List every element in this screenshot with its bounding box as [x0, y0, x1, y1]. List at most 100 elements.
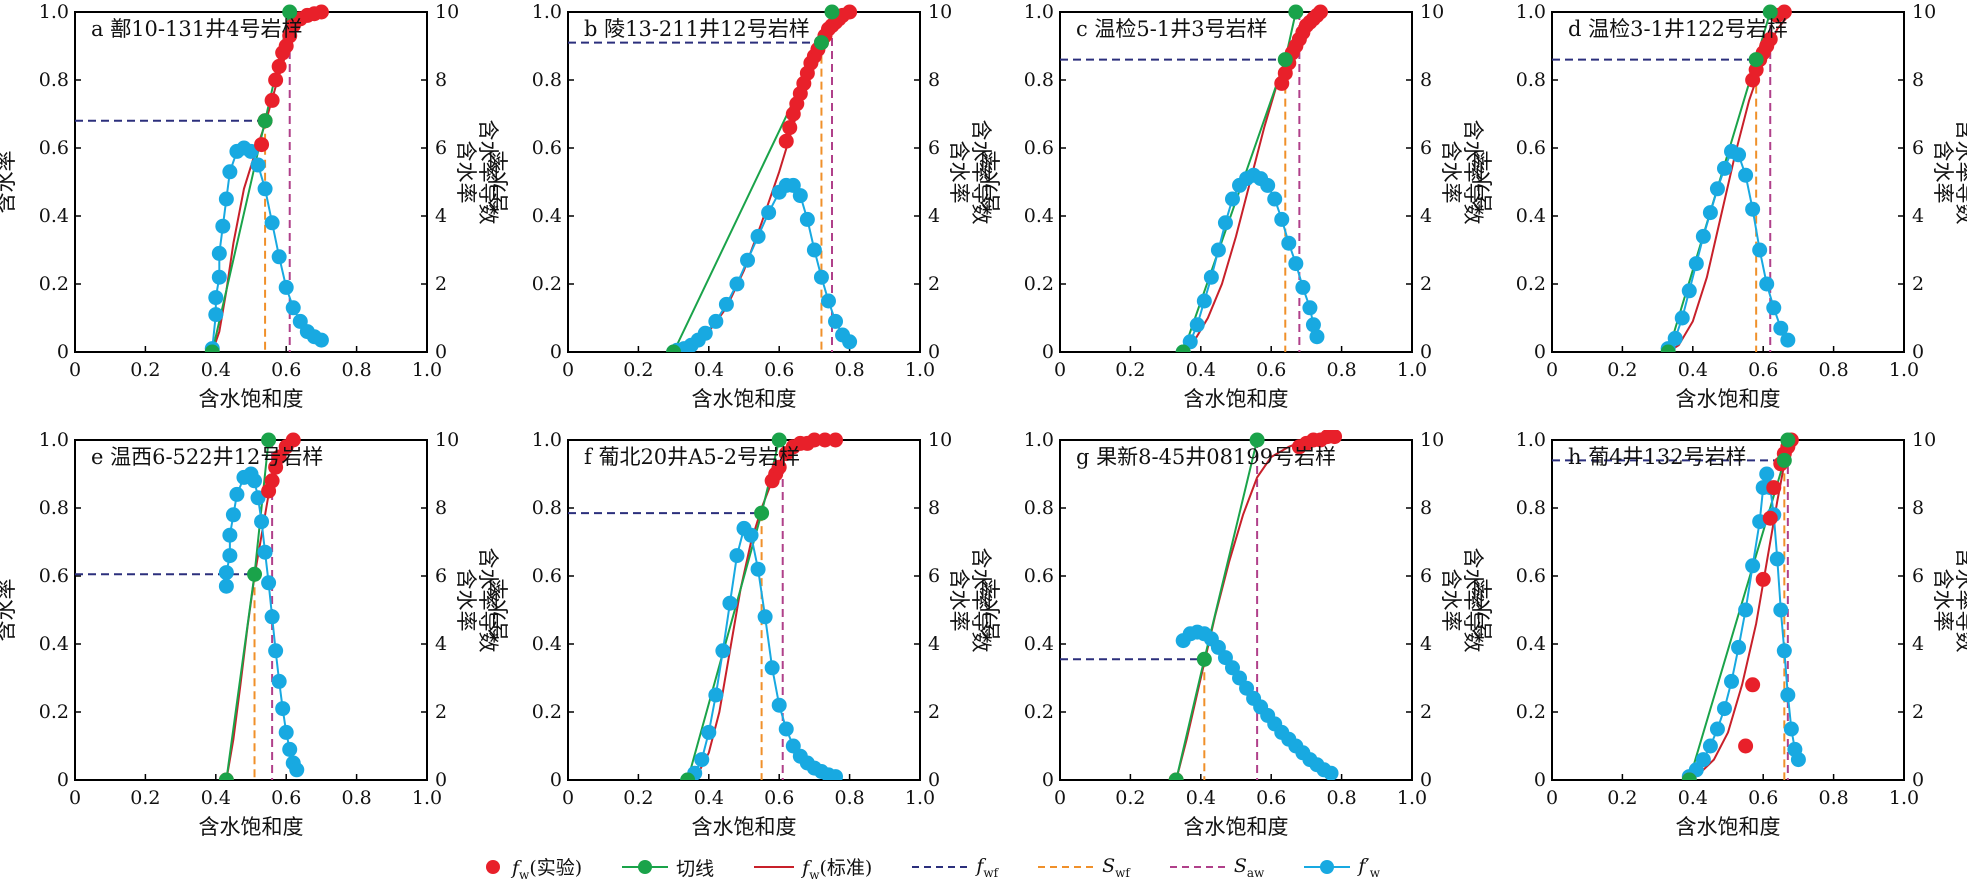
panel-d-derivative-point — [1716, 160, 1732, 176]
panel-a-y2tick-label: 6 — [435, 137, 447, 159]
panel-f-derivative-point — [828, 769, 844, 780]
panel-h-title: h 葡4井132号岩样 — [1568, 445, 1747, 469]
panel-f-y2tick-label: 0 — [928, 769, 940, 791]
panel-d-derivative-point — [1681, 283, 1697, 299]
panel-h-ytick-label: 0.2 — [1516, 701, 1546, 723]
panel-d-y2tick-label: 10 — [1912, 1, 1936, 23]
panel-a-title: a 鄯10-131井4号岩样 — [91, 17, 302, 41]
panel-g-y2tick-label: 2 — [1420, 701, 1432, 723]
panel-a-xtick-label: 0.4 — [201, 359, 231, 381]
panel-d-derivative-point — [1745, 201, 1761, 217]
panel-f-y2tick-label: 6 — [928, 565, 940, 587]
legend-exp-sub: w — [519, 867, 530, 882]
panel-h-derivative-point — [1695, 752, 1711, 768]
panel-f-derivative-point — [757, 609, 773, 625]
panel-b-xtick-label: 0 — [562, 359, 574, 381]
panel-d-ylabel-left: 含水率 — [1471, 151, 1495, 214]
panel-a-derivative-point — [313, 332, 329, 348]
panel-h-derivative-point — [1776, 643, 1792, 659]
panel-g: 0 0.2 0.4 0.6 0.8 1.000.20.40.60.81.00246810含… — [979, 429, 1485, 839]
panel-c-derivative-point — [1217, 215, 1233, 231]
panel-h-xlabel: 含水饱和度 — [1676, 815, 1781, 839]
panel-f: 0 0.2 0.4 0.6 0.8 1.000.20.40.60.81.00246810含… — [487, 429, 993, 839]
panel-h-y2tick-label: 4 — [1912, 633, 1924, 655]
panel-f-derivative-point — [764, 660, 780, 676]
panel-a-tangent-point — [204, 344, 220, 352]
panel-a-ytick-label: 0.2 — [39, 273, 69, 295]
panel-c-title: c 温检5-1井3号岩样 — [1076, 17, 1268, 41]
panel-e-ylabel-left: 含水率 — [0, 579, 18, 642]
panel-e-xtick-label: 0.8 — [341, 787, 371, 809]
panel-b-derivative-point — [820, 293, 836, 309]
panel-f-derivative-point — [778, 721, 794, 737]
panel-d-y2tick-label: 6 — [1912, 137, 1924, 159]
panel-d-derivative-point — [1752, 242, 1768, 258]
panel-g-tangent-line — [1175, 439, 1259, 780]
legend-item-standard: fw(标准) — [752, 853, 872, 881]
panel-a-derivative-point — [222, 164, 238, 180]
panel-f-tangent-point — [771, 432, 787, 448]
panel-g-ytick-label: 0 — [1042, 769, 1054, 791]
panel-d-title: d 温检3-1井122号岩样 — [1568, 17, 1788, 41]
panel-f-derivative-point — [743, 527, 759, 543]
legend-saw-main: S — [1233, 854, 1247, 877]
panel-c-derivative-point — [1305, 317, 1321, 333]
panel-d-xtick-label: 0.4 — [1678, 359, 1708, 381]
panel-b-plot-area — [568, 4, 858, 352]
legend-swf-main: S — [1102, 854, 1116, 877]
panel-a-experimental-point — [268, 72, 284, 88]
panel-d-y2tick-label: 8 — [1912, 69, 1924, 91]
panel-h-xtick-label: 0.4 — [1678, 787, 1708, 809]
panel-h-derivative-point — [1769, 551, 1785, 567]
panel-c-derivative-point — [1210, 242, 1226, 258]
panel-f-tangent-point — [680, 772, 696, 780]
panel-d-xtick-label: 0.2 — [1607, 359, 1637, 381]
panel-b-derivative-point — [828, 313, 844, 329]
panel-f-ytick-label: 0.4 — [532, 633, 562, 655]
panel-e-xtick-label: 1.0 — [412, 787, 442, 809]
panel-b-derivative-point — [708, 313, 724, 329]
panel-g-xtick-label: 0.2 — [1115, 787, 1145, 809]
panel-h-derivative-point — [1709, 721, 1725, 737]
panel-c-plot-area — [1060, 4, 1328, 352]
panel-f-xtick-label: 0 — [562, 787, 574, 809]
panel-a-derivative-point — [257, 181, 273, 197]
legend-deriv-sub: w — [1369, 865, 1380, 880]
legend-saw-sub: aw — [1246, 865, 1265, 880]
legend-item-tangent: 切线 — [620, 854, 714, 881]
panel-f-y2tick-label: 10 — [928, 429, 952, 451]
panel-e-xtick-label: 0.2 — [130, 787, 160, 809]
panel-h-y2tick-label: 6 — [1912, 565, 1924, 587]
panel-h-ytick-label: 0.6 — [1516, 565, 1546, 587]
panel-h-xtick-label: 0.8 — [1818, 787, 1848, 809]
panel-h-experimental-point — [1738, 738, 1754, 754]
panel-f-derivative-point — [701, 724, 717, 740]
panel-a-xtick-label: 1.0 — [412, 359, 442, 381]
panel-b-y2tick-label: 2 — [928, 273, 940, 295]
panel-c-ytick-label: 1.0 — [1024, 1, 1054, 23]
panel-e-derivative-point — [275, 701, 291, 717]
legend-item-fwf: fwf — [910, 855, 998, 879]
panel-b-tangent-point — [666, 344, 682, 352]
legend-exp-suffix: (实验) — [529, 856, 583, 879]
panel-a-xtick-label: 0.8 — [341, 359, 371, 381]
panel-a-ytick-label: 0 — [57, 341, 69, 363]
panel-b-experimental-point — [778, 133, 794, 149]
panel-h-experimental-point — [1766, 480, 1782, 496]
panel-c-ylabel-right2: 含水率 — [1439, 141, 1463, 204]
legend-item-saw: Saw — [1168, 854, 1265, 880]
panel-a-y2tick-label: 10 — [435, 1, 459, 23]
panel-e-derivative-point — [289, 762, 305, 778]
panel-f-xtick-label: 0.2 — [623, 787, 653, 809]
legend-tangent-label: 切线 — [676, 857, 715, 880]
panel-f-xtick-label: 0.6 — [764, 787, 794, 809]
panel-b-ylabel-right2: 含水率 — [947, 141, 971, 204]
panel-b-derivative-point — [718, 296, 734, 312]
panel-e-derivative-point — [247, 473, 263, 489]
panel-h-y2tick-label: 8 — [1912, 497, 1924, 519]
panel-h-y2tick-label: 2 — [1912, 701, 1924, 723]
panel-b-experimental-point — [782, 120, 798, 136]
panel-d-ylabel-right: 含水率导数 — [1953, 120, 1967, 225]
panel-b-xlabel: 含水饱和度 — [692, 387, 797, 411]
